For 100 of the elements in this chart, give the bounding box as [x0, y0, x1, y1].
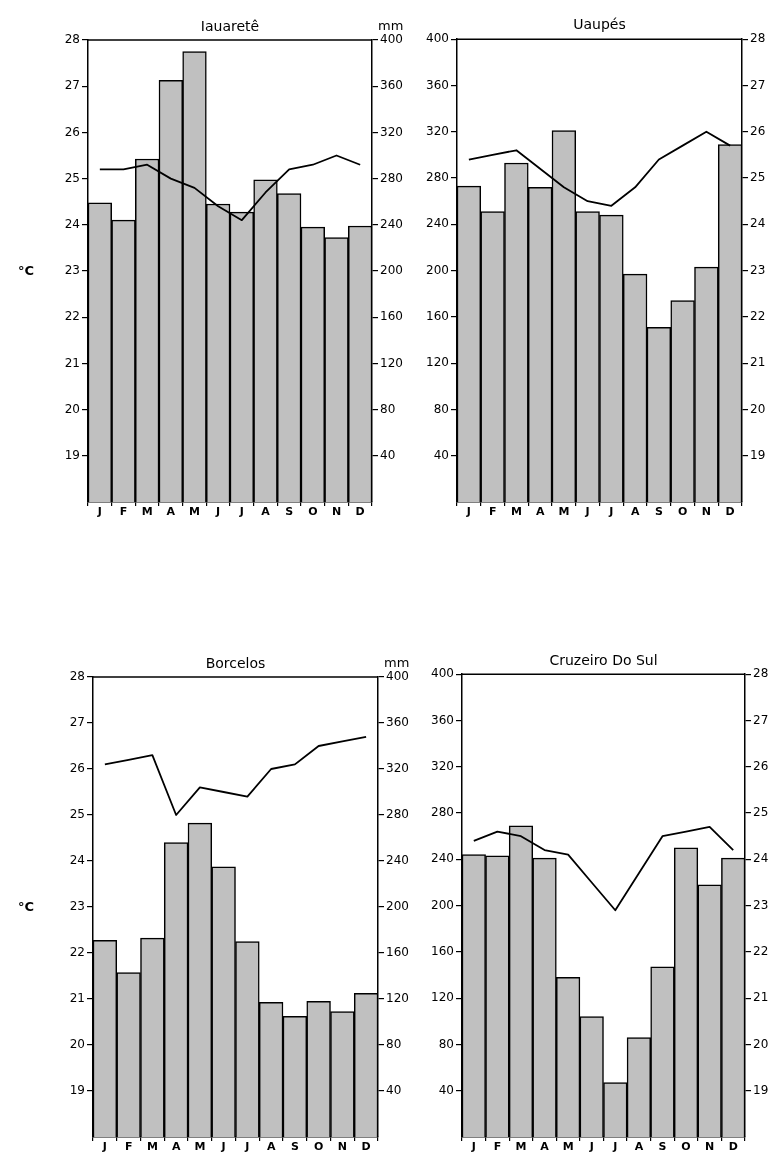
y-tick-label: 28	[750, 31, 766, 46]
y-tick-label: 20	[69, 1037, 85, 1052]
y-tick-label: 19	[753, 1082, 769, 1097]
y2-tick-label: 40	[433, 447, 449, 462]
y-tick-label: 28	[64, 32, 80, 47]
y-tick-label: 21	[750, 355, 766, 370]
y2-tick-label: 120	[380, 355, 403, 370]
y-axis-title: °C	[18, 263, 35, 278]
y2-tick-label: 320	[386, 761, 409, 776]
y2-tick-label: 200	[431, 897, 454, 912]
y2-tick-label: 200	[386, 899, 409, 914]
chart-title: Iauaretê	[199, 18, 261, 34]
x-tick-label: J	[220, 1140, 226, 1154]
y-tick-label: 25	[69, 807, 85, 822]
y-tick-label: 22	[753, 944, 769, 959]
y2-tick-label: 240	[431, 851, 454, 866]
y-tick-label: 27	[750, 77, 766, 92]
x-tick-label: J	[612, 1140, 618, 1154]
y2-tick-label: 280	[380, 170, 403, 185]
x-tick-label: S	[290, 1140, 299, 1154]
y2-tick-label: 400	[380, 32, 403, 47]
x-tick-label: M	[562, 1140, 574, 1154]
y2-tick-label: 360	[426, 77, 449, 92]
y-tick-label: 20	[750, 401, 766, 416]
x-tick-label: J	[470, 1140, 476, 1154]
y-axis-title: °C	[18, 899, 35, 914]
y-tick-label: 27	[69, 715, 85, 730]
y-tick-label: 24	[753, 851, 769, 866]
y2-tick-label: 80	[438, 1036, 454, 1051]
y-tick-label: 20	[64, 401, 80, 416]
x-tick-label: J	[244, 1140, 250, 1154]
x-tick-label: O	[308, 505, 318, 519]
x-tick-label: J	[215, 505, 221, 519]
y2-tick-label: 280	[426, 170, 449, 185]
y-tick-label: 25	[753, 805, 769, 820]
y2-tick-label: 280	[386, 807, 409, 822]
y2-tick-label: 360	[380, 78, 403, 93]
x-tick-label: N	[337, 1140, 347, 1154]
x-tick-label: N	[331, 505, 342, 519]
x-tick-label: S	[658, 1140, 667, 1154]
x-tick-label: J	[588, 1140, 594, 1154]
y-tick-label: 26	[69, 761, 85, 776]
x-tick-label: M	[558, 505, 570, 519]
y-tick-label: 23	[69, 899, 85, 914]
chart-title: Uaupés	[572, 16, 627, 32]
x-tick-label: J	[96, 505, 102, 519]
y2-axis-title: mm	[378, 18, 404, 33]
y2-tick-label: 40	[438, 1082, 454, 1097]
x-tick-label: D	[355, 505, 365, 519]
x-tick-label: J	[238, 505, 244, 519]
y2-tick-label: 120	[386, 991, 409, 1006]
y2-tick-label: 40	[386, 1083, 402, 1098]
chart-title: Cruzeiro Do Sul	[548, 652, 659, 668]
y-tick-label: 28	[69, 669, 85, 684]
y2-tick-label: 360	[386, 715, 409, 730]
y2-tick-label: 280	[431, 805, 454, 820]
y-tick-label: 26	[750, 123, 766, 138]
y2-tick-label: 160	[431, 944, 454, 959]
y-tick-label: 21	[753, 990, 769, 1005]
x-tick-label: O	[313, 1140, 324, 1154]
x-tick-label: A	[634, 1140, 644, 1154]
y-tick-label: 25	[64, 170, 80, 185]
x-tick-label: M	[189, 505, 200, 519]
y-tick-label: 20	[753, 1036, 769, 1051]
x-tick-label: M	[515, 1140, 527, 1154]
x-tick-label: M	[194, 1140, 206, 1154]
x-tick-label: A	[261, 505, 271, 519]
y2-tick-label: 200	[380, 263, 403, 278]
y2-tick-label: 400	[426, 31, 449, 46]
y2-tick-label: 320	[380, 124, 403, 139]
x-tick-label: O	[681, 1140, 691, 1154]
x-tick-label: A	[540, 1140, 550, 1154]
chart-title: Borcelos	[204, 655, 267, 671]
x-tick-label: F	[488, 505, 497, 519]
y2-tick-label: 80	[386, 1037, 402, 1052]
y-tick-label: 23	[750, 262, 766, 277]
y2-tick-label: 80	[433, 401, 449, 416]
y-tick-label: 22	[64, 309, 80, 324]
x-tick-label: A	[166, 505, 176, 519]
y2-tick-label: 360	[431, 712, 454, 727]
y-tick-label: 27	[64, 78, 80, 93]
x-tick-label: J	[101, 1140, 107, 1154]
x-tick-label: N	[705, 1140, 715, 1154]
y-tick-label: 27	[753, 712, 769, 727]
x-tick-label: D	[361, 1140, 371, 1154]
y2-tick-label: 160	[386, 945, 409, 960]
y-tick-label: 21	[64, 355, 80, 370]
y-tick-label: 26	[753, 758, 769, 773]
y2-axis-title: mm	[384, 655, 410, 670]
x-tick-label: M	[510, 505, 522, 519]
x-tick-label: J	[465, 505, 471, 519]
x-tick-label: A	[266, 1140, 276, 1154]
y2-tick-label: 240	[380, 216, 403, 231]
x-tick-label: F	[124, 1140, 133, 1154]
y2-tick-label: 40	[380, 447, 396, 462]
y-tick-label: 23	[753, 897, 769, 912]
y-tick-label: 19	[750, 447, 766, 462]
y-tick-label: 24	[750, 216, 766, 231]
y-tick-label: 24	[69, 853, 85, 868]
y2-tick-label: 320	[431, 758, 454, 773]
